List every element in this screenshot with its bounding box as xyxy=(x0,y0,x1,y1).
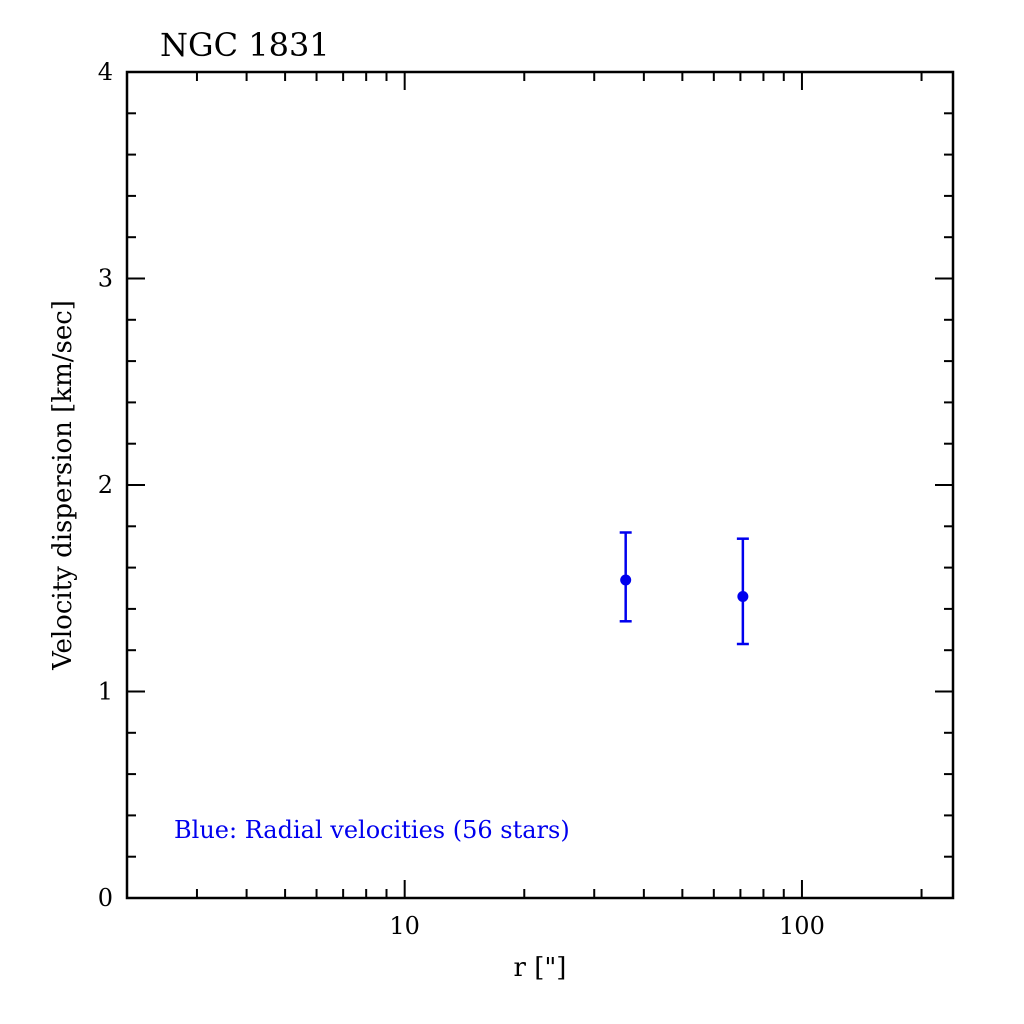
legend-annotation: Blue: Radial velocities (56 stars) xyxy=(174,816,570,844)
data-point xyxy=(620,574,632,586)
y-tick-label: 1 xyxy=(98,678,113,706)
x-tick-label: 100 xyxy=(779,912,825,940)
y-tick-label: 3 xyxy=(98,265,113,293)
axis-ticks xyxy=(126,71,953,899)
data-points xyxy=(619,531,749,646)
chart-title: NGC 1831 xyxy=(160,26,330,64)
x-tick-label: 10 xyxy=(389,912,420,940)
plot-frame xyxy=(125,70,955,900)
y-tick-label: 0 xyxy=(98,884,113,912)
y-tick-label: 4 xyxy=(98,58,113,86)
tick-labels: 0 1 2 3 4 10 100 xyxy=(98,58,825,940)
y-tick-label: 2 xyxy=(98,471,113,499)
y-axis-label: Velocity dispersion [km/sec] xyxy=(48,300,78,671)
x-axis-label: r ["] xyxy=(514,953,567,983)
data-point xyxy=(737,591,749,603)
